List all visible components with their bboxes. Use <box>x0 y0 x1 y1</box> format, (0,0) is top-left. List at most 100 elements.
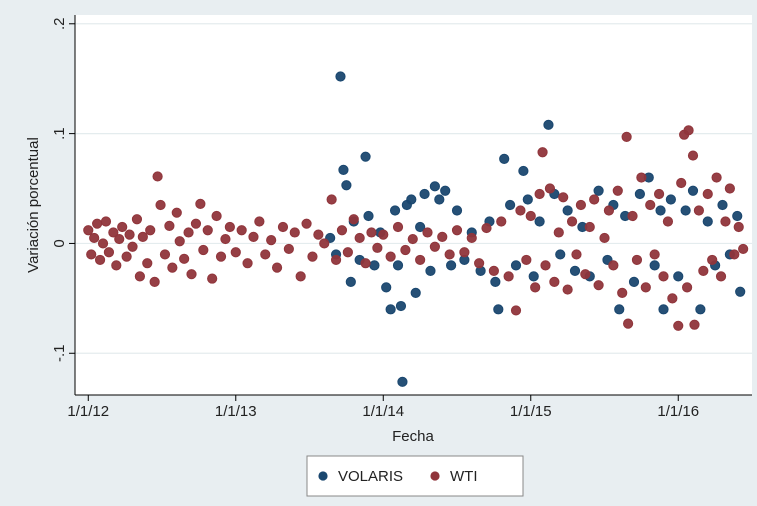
point <box>392 221 404 233</box>
point <box>653 188 665 200</box>
point <box>474 258 485 269</box>
point <box>319 238 330 249</box>
point <box>510 305 522 316</box>
point <box>381 282 392 293</box>
point <box>167 262 178 273</box>
point <box>400 244 411 256</box>
point <box>397 376 408 387</box>
x-tick-label: 1/1/15 <box>510 403 552 420</box>
point <box>407 233 418 245</box>
point <box>369 260 380 271</box>
point <box>434 194 445 205</box>
point <box>348 214 359 225</box>
point <box>676 177 687 189</box>
point <box>378 229 389 240</box>
legend-box <box>306 455 524 497</box>
point <box>627 210 638 222</box>
point <box>687 185 699 196</box>
point <box>493 304 504 315</box>
point <box>248 231 259 242</box>
point <box>575 199 587 211</box>
point <box>410 287 421 298</box>
point <box>446 260 457 271</box>
point <box>145 225 156 236</box>
point <box>152 171 163 182</box>
point <box>86 249 97 260</box>
point <box>342 247 353 258</box>
point <box>179 253 190 264</box>
point <box>515 205 526 216</box>
point <box>720 216 731 227</box>
point <box>159 249 171 260</box>
point <box>733 221 744 233</box>
point <box>137 231 148 242</box>
point <box>724 183 735 194</box>
point <box>488 265 499 276</box>
point <box>230 247 241 258</box>
point <box>528 271 539 282</box>
legend-label: VOLARIS <box>338 468 403 485</box>
point <box>415 254 426 266</box>
point <box>665 194 676 205</box>
point <box>266 235 277 246</box>
point <box>459 247 470 258</box>
point <box>608 260 619 271</box>
point <box>389 205 401 216</box>
point <box>496 216 507 227</box>
point <box>658 271 669 282</box>
point <box>702 216 713 227</box>
point <box>183 227 194 238</box>
point <box>451 205 463 216</box>
point <box>415 221 426 233</box>
point <box>215 251 227 262</box>
point <box>466 232 477 244</box>
point <box>649 260 660 271</box>
point <box>503 271 514 282</box>
point <box>525 210 536 222</box>
point <box>715 271 727 282</box>
point <box>673 320 684 331</box>
point <box>131 214 143 225</box>
point <box>341 180 352 191</box>
point <box>569 265 581 276</box>
point <box>634 188 646 200</box>
point <box>295 271 306 282</box>
point <box>631 254 643 266</box>
point <box>260 249 271 260</box>
point <box>655 205 666 216</box>
point <box>289 227 300 238</box>
point <box>571 249 582 260</box>
point <box>338 164 349 175</box>
point <box>680 205 691 216</box>
point <box>673 271 684 282</box>
point <box>211 210 222 222</box>
point <box>202 225 213 236</box>
point <box>171 207 182 218</box>
point <box>360 151 371 162</box>
point <box>97 238 109 249</box>
point <box>549 276 560 287</box>
point <box>392 260 404 271</box>
point <box>114 233 125 245</box>
point <box>522 194 533 205</box>
point <box>599 232 610 244</box>
point <box>687 150 699 161</box>
point <box>735 286 746 297</box>
x-tick-label: 1/1/13 <box>215 403 257 420</box>
point <box>83 225 94 236</box>
point <box>207 273 218 284</box>
point <box>695 304 706 315</box>
point <box>283 243 294 255</box>
x-tick-label: 1/1/12 <box>67 403 109 420</box>
point <box>271 262 283 273</box>
point <box>422 227 433 238</box>
legend-label: WTI <box>450 468 478 485</box>
point <box>589 194 600 205</box>
point <box>702 188 713 200</box>
point <box>534 216 545 227</box>
point <box>429 241 440 252</box>
point <box>117 221 128 233</box>
point <box>623 318 634 329</box>
point <box>429 181 440 192</box>
